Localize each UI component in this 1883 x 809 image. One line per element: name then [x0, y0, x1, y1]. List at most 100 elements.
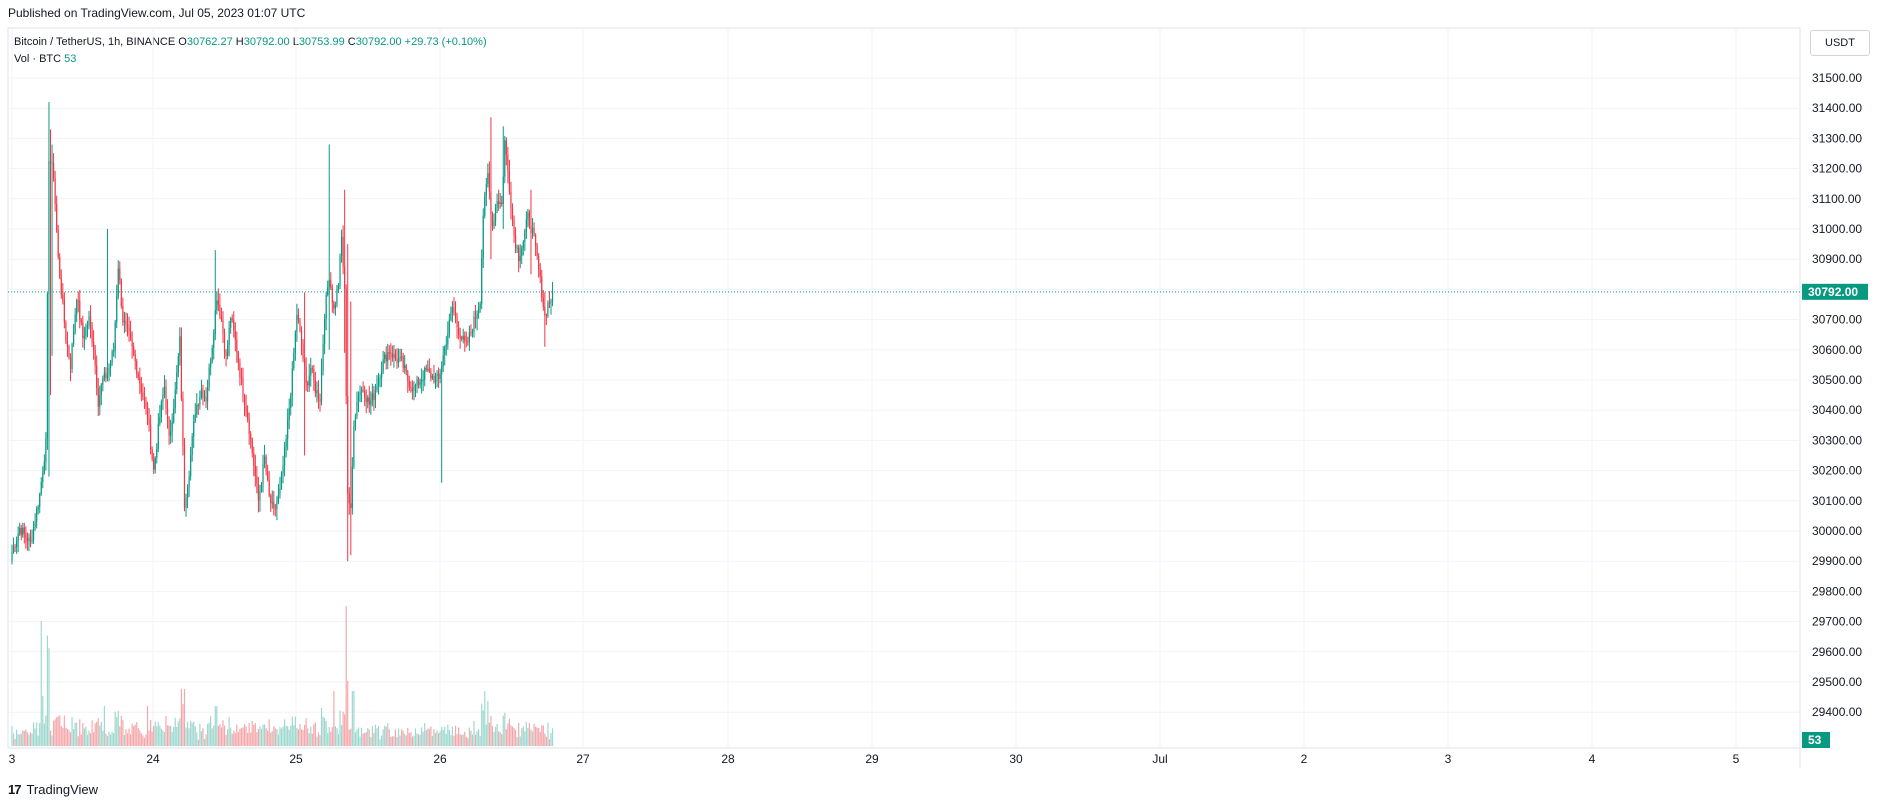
volume-bar — [474, 734, 477, 746]
candle-body — [128, 327, 130, 333]
candle-body — [411, 388, 413, 392]
volume-bar — [347, 681, 349, 746]
candle-body — [373, 393, 375, 400]
volume-bar — [377, 726, 380, 746]
candle-body — [510, 191, 512, 209]
volume-bar — [182, 703, 184, 746]
candle-body — [488, 173, 490, 192]
candle-body — [39, 494, 41, 507]
volume-bar — [360, 727, 363, 746]
candle-body — [490, 191, 492, 215]
currency-unit-button[interactable]: USDT — [1810, 30, 1870, 56]
volume-bar — [237, 731, 239, 746]
candle-body — [370, 400, 372, 405]
candle-body — [222, 319, 224, 334]
volume-bar — [160, 728, 162, 746]
volume-bar — [213, 725, 215, 746]
candle-body — [288, 407, 290, 420]
volume-bar — [345, 606, 347, 746]
volume-bar — [279, 727, 281, 746]
volume-bar — [146, 706, 149, 746]
volume-bar — [368, 729, 370, 746]
candle-body — [484, 195, 486, 216]
candle-body — [313, 369, 315, 381]
volume-bar — [126, 733, 129, 746]
candle-body — [337, 285, 340, 290]
candle-body — [114, 322, 116, 351]
candle-body — [544, 306, 546, 316]
candle-body — [65, 322, 67, 341]
volume-bar — [16, 729, 18, 746]
volume-bar — [69, 732, 72, 746]
candle-body — [103, 372, 105, 379]
volume-bar — [139, 730, 141, 746]
volume-bar — [277, 734, 280, 746]
candle-body — [417, 378, 420, 385]
volume-bar — [23, 730, 25, 746]
volume-bar — [324, 717, 326, 746]
volume-bar — [444, 726, 446, 746]
volume-label[interactable]: Vol · BTC — [14, 53, 62, 65]
volume-bar — [373, 732, 375, 746]
candle-body — [96, 365, 98, 388]
volume-bar — [297, 729, 300, 746]
candle-body — [279, 488, 281, 495]
volume-bar — [447, 724, 449, 746]
volume-bar — [431, 735, 434, 746]
candle-body — [401, 356, 403, 358]
candle-body — [393, 353, 395, 358]
candle-body — [85, 327, 87, 337]
candle-body — [287, 419, 289, 439]
volume-bar — [299, 724, 301, 746]
candle-body — [444, 346, 446, 356]
candle-body — [524, 230, 526, 242]
volume-bar — [548, 739, 551, 746]
candle-body — [140, 383, 142, 393]
candle-body — [291, 368, 293, 396]
candle-body — [93, 342, 95, 351]
candle-body — [325, 294, 327, 320]
candle-body — [396, 358, 398, 363]
candle-body — [404, 365, 406, 368]
candle-body — [154, 457, 156, 470]
close-label: C — [347, 36, 356, 48]
open-label: O — [178, 36, 187, 48]
candle-body — [450, 312, 452, 320]
candle-body — [263, 456, 266, 465]
volume-bar — [220, 727, 223, 746]
volume-bar — [302, 730, 304, 746]
candle-body — [239, 362, 241, 378]
candle-body — [256, 476, 258, 484]
candle-body — [501, 202, 503, 205]
symbol-name[interactable]: Bitcoin / TetherUS, 1h, BINANCE — [14, 36, 176, 48]
volume-bar — [535, 726, 537, 746]
volume-bar — [316, 736, 318, 746]
candle-body — [502, 176, 504, 205]
candle-body — [538, 256, 540, 270]
candle-body — [391, 353, 393, 358]
volume-bar — [57, 716, 59, 746]
candle-body — [42, 473, 44, 483]
volume-bar — [239, 729, 241, 746]
candle-body — [254, 466, 256, 477]
volume-bar — [20, 733, 22, 746]
volume-bar — [442, 729, 444, 746]
volume-bar — [384, 725, 386, 746]
volume-bar — [17, 734, 19, 746]
volume-bar — [89, 733, 92, 746]
volume-bar — [331, 727, 333, 746]
volume-bar — [417, 734, 420, 746]
candle-body — [441, 365, 443, 374]
volume-bar — [522, 726, 524, 746]
candle-body — [344, 266, 346, 289]
volume-bar — [499, 732, 501, 746]
candle-body — [196, 404, 198, 415]
volume-bar — [36, 722, 38, 746]
time-tick-label: 30 — [1009, 752, 1023, 766]
volume-bar — [379, 739, 381, 746]
candle-body — [51, 163, 53, 165]
candle-body — [550, 300, 552, 304]
candle-body — [377, 378, 380, 387]
volume-bar — [414, 728, 417, 746]
